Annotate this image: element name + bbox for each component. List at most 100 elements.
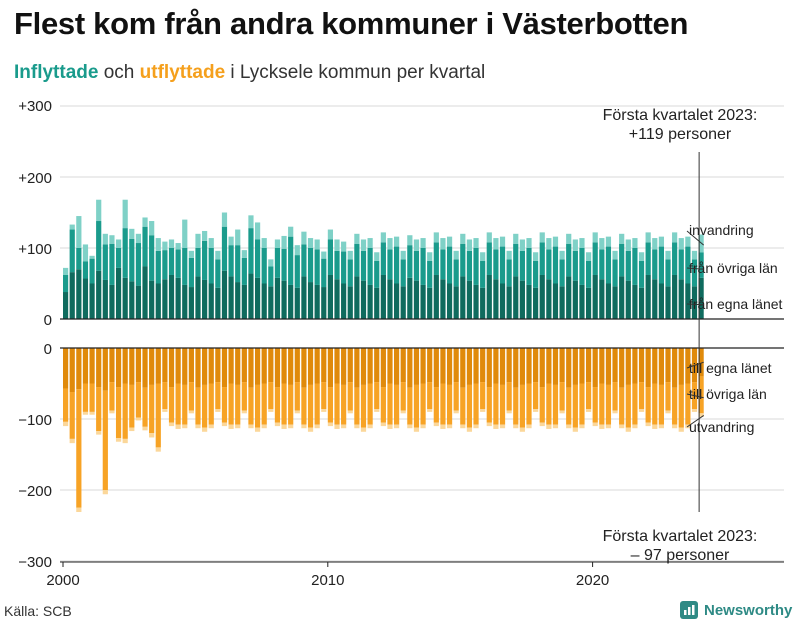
bar-out-utvandring-74	[552, 424, 559, 429]
bar-out-till-övriga-län-76	[566, 387, 572, 425]
bar-in-från-övriga-län-89	[652, 249, 658, 280]
y-tick-label: +200	[18, 170, 52, 187]
bar-in-invandring-34	[288, 226, 294, 237]
bar-out-utvandring-50	[394, 424, 400, 429]
bar-out-utvandring-60	[460, 424, 466, 429]
bar-in-från-övriga-län-87	[638, 260, 645, 288]
bar-out-utvandring-23	[215, 409, 221, 412]
bar-in-från-övriga-län-95	[691, 259, 698, 287]
bar-in-invandring-81	[599, 238, 605, 250]
bar-in-från-egna-länet-0	[63, 292, 69, 319]
bar-in-invandring-56	[433, 232, 439, 243]
inflow-bars	[63, 199, 704, 319]
bar-out-till-övriga-län-68	[513, 387, 519, 425]
bar-in-invandring-57	[440, 238, 446, 250]
bar-out-utvandring-24	[221, 422, 228, 427]
series-label-out: utvandring	[689, 419, 754, 435]
bar-out-till-egna-länet-36	[301, 348, 307, 388]
bar-in-invandring-93	[678, 238, 684, 250]
bar-out-till-övriga-län-80	[592, 387, 598, 423]
bar-in-från-egna-länet-70	[526, 284, 532, 319]
bar-in-från-egna-länet-1	[69, 272, 75, 319]
bar-in-från-egna-länet-39	[321, 287, 327, 319]
bar-in-från-övriga-län-43	[347, 259, 353, 287]
bar-in-från-egna-länet-32	[274, 277, 281, 319]
bar-out-utvandring-20	[195, 424, 201, 429]
bar-out-till-övriga-län-75	[559, 382, 565, 411]
y-tick-label: 0	[44, 312, 52, 329]
bar-out-till-egna-länet-45	[360, 348, 367, 385]
bar-out-till-övriga-län-36	[301, 387, 307, 425]
bar-in-från-övriga-län-2	[76, 248, 82, 270]
bar-in-från-övriga-län-83	[612, 259, 618, 287]
bar-out-till-övriga-län-21	[202, 384, 208, 428]
bar-in-från-egna-länet-18	[182, 284, 188, 319]
bar-out-till-övriga-län-10	[129, 384, 135, 428]
bar-in-invandring-6	[102, 233, 108, 245]
bar-out-till-övriga-län-63	[480, 382, 486, 410]
bar-in-från-egna-länet-93	[678, 279, 684, 319]
bar-out-till-egna-länet-52	[407, 348, 413, 388]
bar-out-till-övriga-län-9	[122, 383, 128, 439]
bar-in-invandring-17	[175, 243, 181, 250]
bar-out-till-egna-länet-61	[466, 348, 473, 385]
bar-out-till-övriga-län-77	[572, 384, 578, 428]
bar-in-invandring-24	[221, 212, 228, 227]
bar-out-utvandring-37	[307, 427, 314, 432]
bar-in-från-övriga-län-77	[572, 250, 578, 281]
bar-out-till-övriga-län-17	[175, 383, 181, 425]
bar-in-från-övriga-län-65	[493, 249, 499, 280]
bar-in-från-egna-länet-50	[394, 283, 400, 319]
bar-in-från-övriga-län-14	[155, 250, 161, 284]
bar-out-till-egna-länet-63	[480, 348, 486, 383]
bar-out-till-övriga-län-66	[499, 384, 506, 425]
bar-out-till-egna-länet-80	[592, 348, 598, 388]
bar-in-från-övriga-län-86	[632, 248, 638, 285]
bar-in-invandring-47	[374, 252, 380, 261]
bar-out-till-övriga-län-28	[248, 387, 254, 425]
bar-in-från-övriga-län-44	[354, 243, 360, 277]
bar-in-från-egna-länet-45	[360, 280, 367, 319]
bar-in-från-övriga-län-16	[168, 248, 175, 275]
bar-in-från-egna-länet-77	[572, 280, 578, 319]
bar-out-till-egna-länet-67	[506, 348, 512, 383]
bar-in-från-övriga-län-90	[658, 246, 664, 284]
bar-in-invandring-85	[625, 239, 631, 251]
bar-in-från-övriga-län-34	[288, 236, 294, 285]
bar-out-till-övriga-län-27	[241, 382, 247, 411]
series-label-out: till övriga län	[689, 386, 767, 402]
bar-out-utvandring-73	[546, 424, 552, 429]
bar-in-invandring-37	[307, 238, 314, 248]
bar-out-till-egna-länet-57	[440, 348, 446, 384]
bar-in-från-egna-länet-40	[327, 274, 333, 319]
bar-in-från-egna-länet-31	[268, 286, 274, 319]
bar-in-invandring-71	[533, 252, 539, 261]
newsworthy-logo[interactable]: Newsworthy	[680, 601, 792, 619]
bar-out-till-övriga-län-72	[539, 387, 545, 423]
bar-out-utvandring-72	[539, 422, 545, 427]
y-tick-label: −100	[18, 412, 52, 429]
bar-out-till-egna-länet-26	[235, 348, 241, 385]
bar-in-från-övriga-län-46	[367, 248, 373, 285]
bar-out-till-egna-länet-75	[559, 348, 565, 383]
bar-in-invandring-62	[473, 238, 479, 248]
bar-out-utvandring-16	[168, 422, 175, 427]
bar-in-från-egna-länet-47	[374, 287, 380, 319]
bar-in-från-övriga-län-12	[142, 226, 148, 267]
y-tick-label: −200	[18, 483, 52, 500]
bar-out-till-egna-länet-25	[228, 348, 234, 384]
bar-out-till-egna-länet-46	[367, 348, 373, 384]
bar-in-från-övriga-län-54	[420, 248, 426, 285]
bar-in-invandring-3	[82, 244, 89, 262]
bar-in-invandring-23	[215, 250, 221, 260]
bar-out-till-övriga-län-86	[632, 383, 638, 425]
bar-in-från-övriga-län-62	[473, 248, 479, 285]
bar-in-från-övriga-län-9	[122, 228, 128, 278]
bar-in-från-egna-länet-42	[341, 283, 347, 319]
bar-out-till-övriga-län-93	[678, 384, 684, 428]
bar-out-till-övriga-län-50	[394, 384, 400, 425]
annotation-out-line2: – 97 personer	[631, 547, 730, 564]
bar-out-utvandring-93	[678, 427, 684, 432]
bar-in-från-egna-länet-43	[347, 286, 353, 319]
